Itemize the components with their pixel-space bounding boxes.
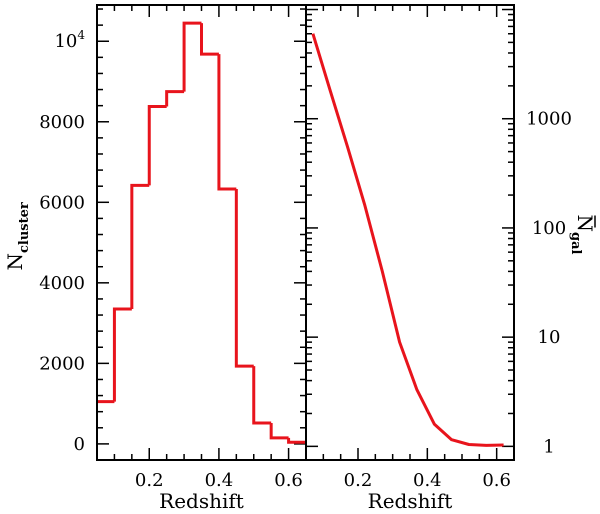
right-x-tick-label: 0.2 [344,470,373,491]
histogram-bin [234,189,254,368]
left-y-axis-label-sub: cluster [17,202,32,253]
left-y-tick-label: 6000 [39,192,85,213]
right-y-axis-label-main: N [573,215,597,233]
right-x-tick-label: 0.4 [413,470,442,491]
cluster-histogram-panel: 0.2 0.4 0.6 0 2000 4000 6000 8000 104 [39,4,307,491]
histogram-bin [182,21,202,92]
left-y-axis-label: Ncluster [3,202,32,270]
tick-base: 10 [54,31,77,52]
left-y-tick-label: 4000 [39,273,85,294]
left-y-axis-label-main: N [3,253,27,271]
right-y-tick-label: 100 [532,218,566,239]
histogram-bin [269,422,289,440]
histogram-bin [165,90,185,107]
left-x-tick-label: 0.4 [205,470,234,491]
histogram-bin [200,23,219,56]
left-y-tick-label-top: 104 [54,28,85,52]
tick-exponent: 4 [77,28,85,42]
galaxy-count-panel: 0.2 0.4 0.6 1 10 100 1000 [305,4,572,491]
galaxy-count-line [311,33,504,447]
left-y-axis-label-text: Ncluster [3,202,32,270]
right-y-axis-label-text: Ngal [568,215,597,255]
left-y-tick-label: 2000 [39,353,85,374]
right-y-tick-label: 1 [543,436,554,457]
histogram-bin [147,104,167,186]
right-y-axis-label: Ngal [568,215,597,255]
left-y-tick-label: 0 [74,434,85,455]
histogram-bin [112,307,132,402]
left-y-tick-label: 8000 [39,112,85,133]
right-x-tick-label: 0.6 [482,470,511,491]
left-x-tick-label: 0.6 [274,470,303,491]
left-x-tick-label: 0.2 [135,470,164,491]
left-x-axis-label: Redshift [159,489,244,513]
histogram-bin [217,54,237,191]
histogram-bin [130,183,150,310]
left-plot-frame [96,4,307,461]
right-y-tick-label: 10 [538,327,561,348]
histogram-bin [287,437,306,444]
right-plot-frame [305,4,515,461]
right-x-axis-label: Redshift [368,489,453,513]
right-y-axis-label-sub: gal [568,232,583,255]
right-y-tick-label: 1000 [526,109,572,130]
histogram-bin [252,366,272,425]
